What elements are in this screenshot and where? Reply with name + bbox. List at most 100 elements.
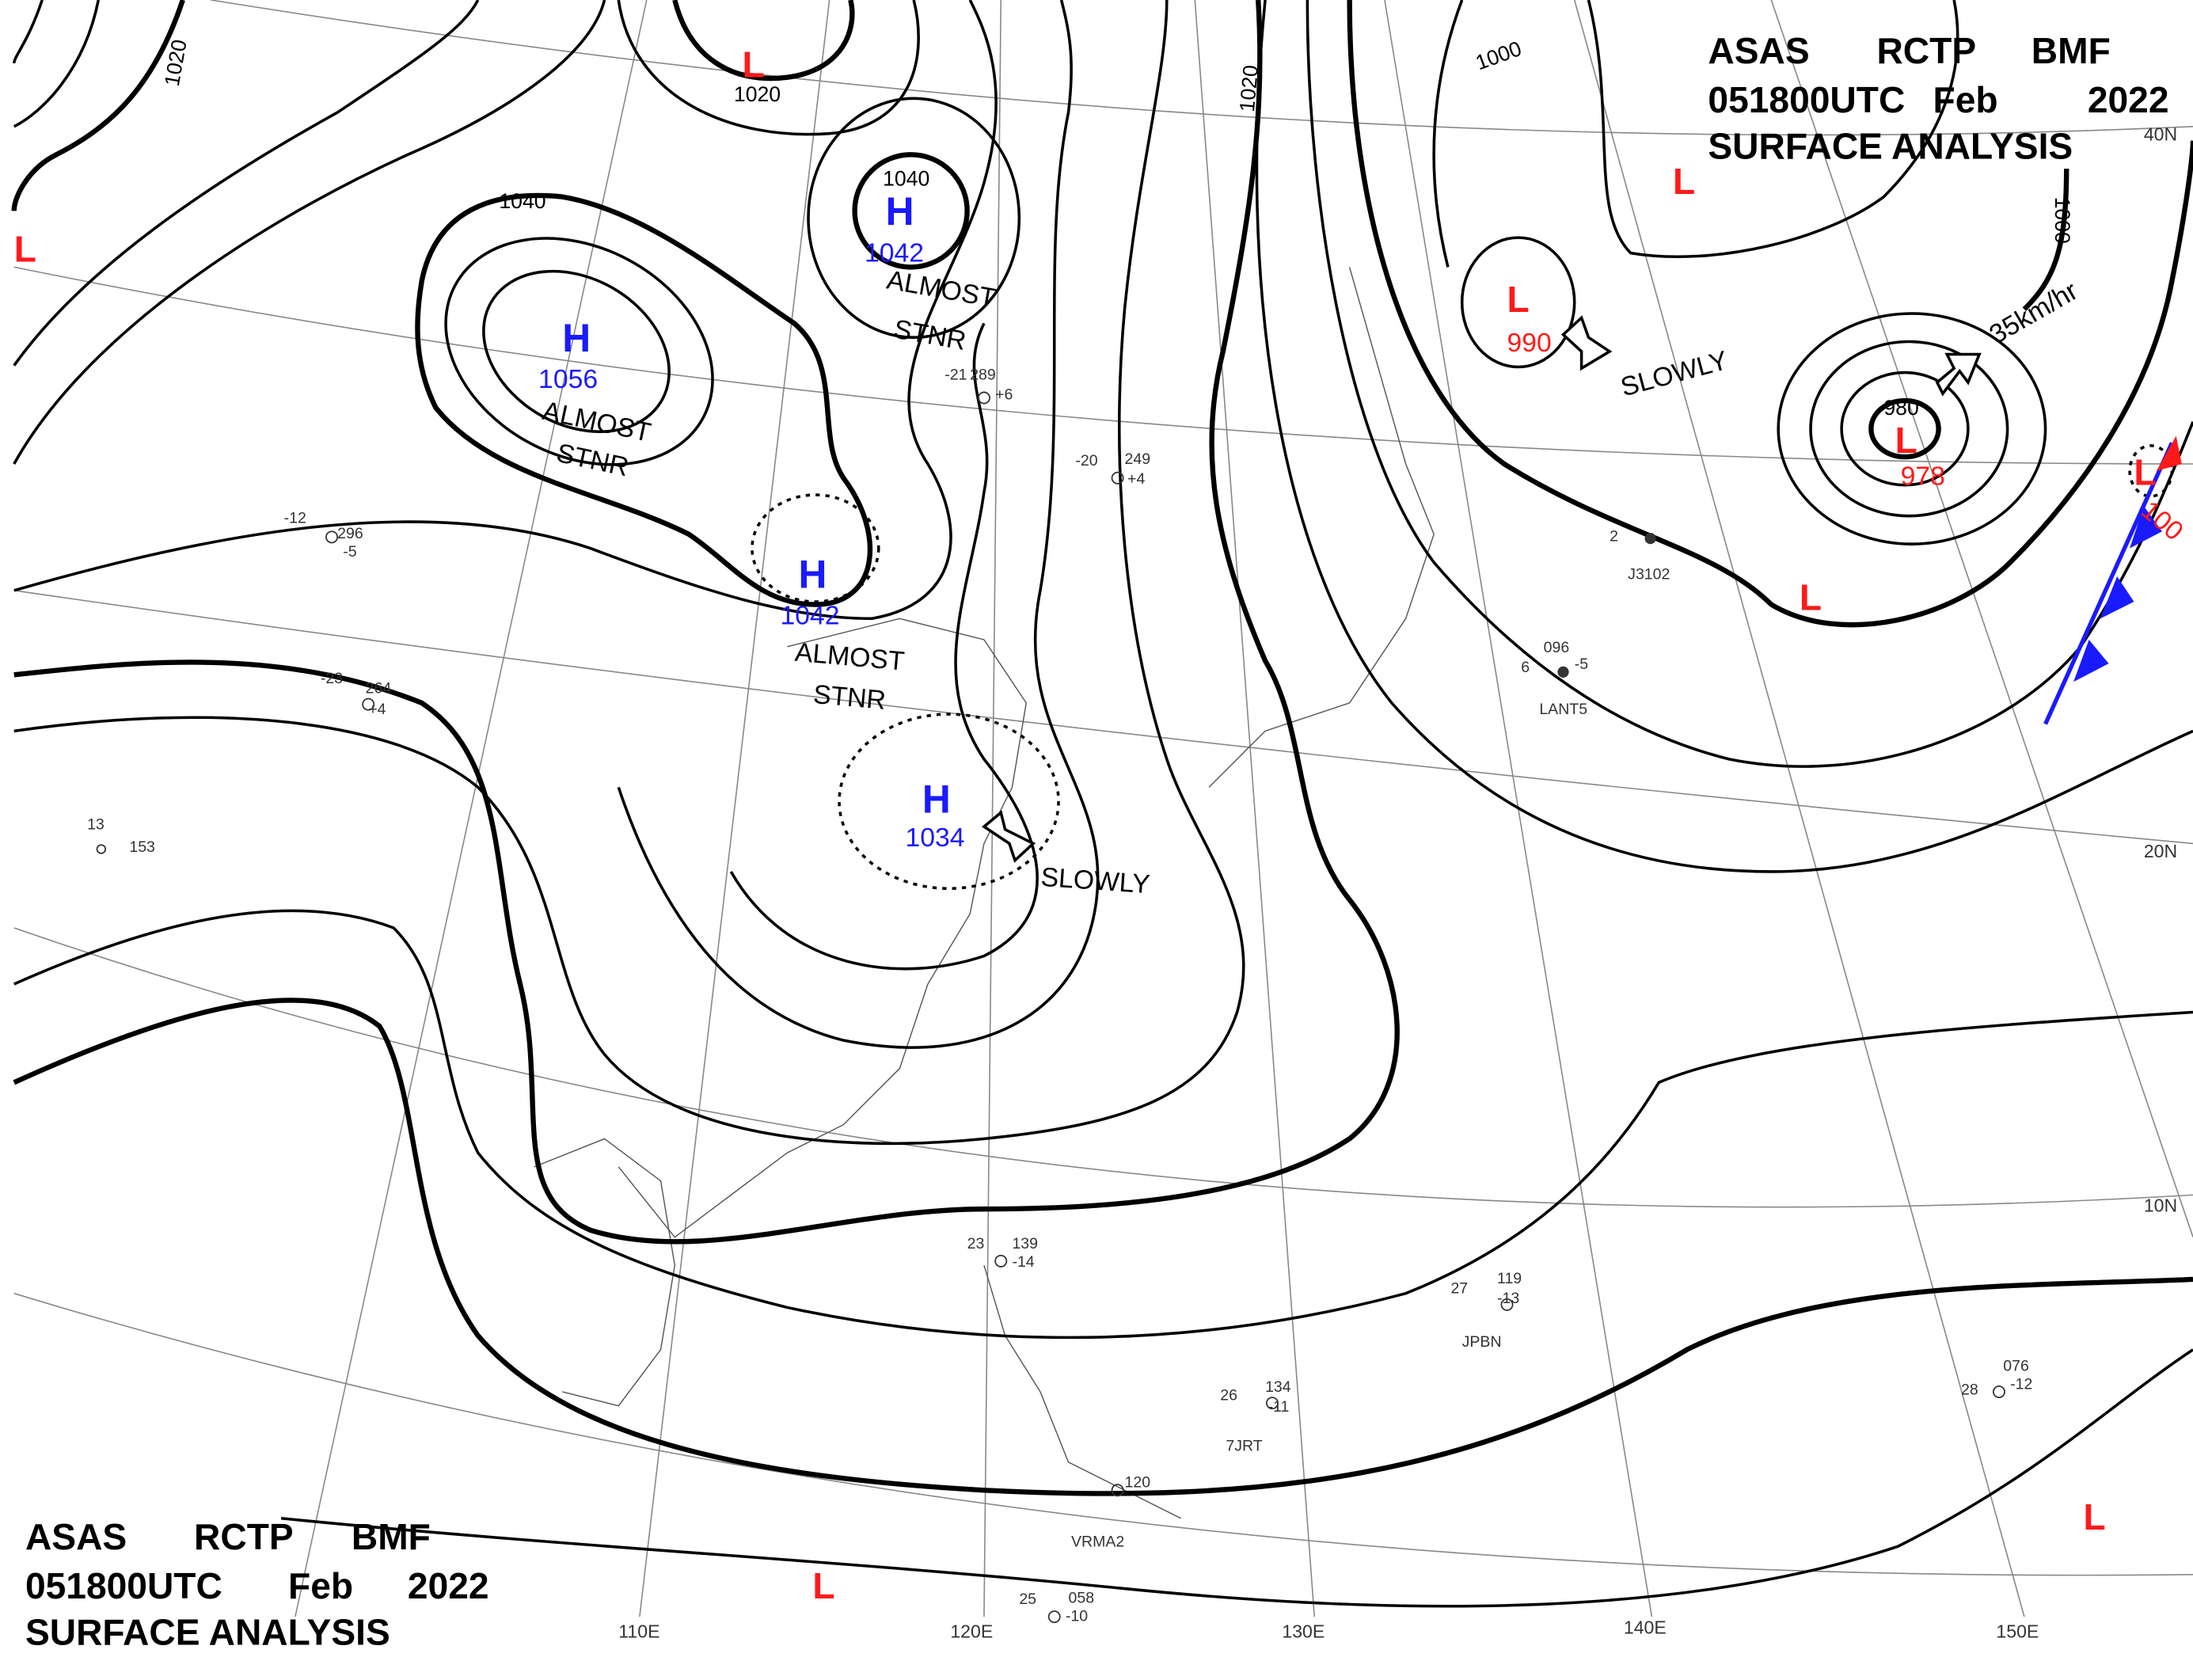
low-symbol: L xyxy=(14,228,36,269)
station: 6 096 -5 LANT5 xyxy=(1521,639,1588,718)
isobar xyxy=(13,998,2193,1496)
station: 26 134 -11 7JRT xyxy=(1220,1378,1291,1455)
latitude-label: 40N xyxy=(2144,124,2177,145)
station: 2 J3102 xyxy=(1610,528,1670,583)
isobar xyxy=(13,0,1400,1245)
header-text: 051800UTC xyxy=(1708,79,1905,120)
isobar xyxy=(1306,0,2193,768)
isobar-label: 1040 xyxy=(499,189,545,213)
station-tendency: -5 xyxy=(343,543,356,561)
station-tendency: +4 xyxy=(1127,470,1145,488)
isobar xyxy=(672,0,855,82)
parallel xyxy=(13,266,2193,465)
isobar-label: 1040 xyxy=(883,166,929,190)
isobar-label: 980 xyxy=(1883,396,1918,420)
isobar xyxy=(1840,371,1970,487)
header-text: BMF xyxy=(2031,30,2111,71)
station-tendency: +4 xyxy=(368,701,386,718)
header-bottom: ASAS RCTP BMF 051800UTC Feb 2022 SURFACE… xyxy=(25,1516,489,1653)
station-marker xyxy=(1992,1385,2005,1398)
station: -20 249 +4 xyxy=(1075,450,1150,488)
station-id: JPBN xyxy=(1462,1333,1502,1351)
high-symbol: H xyxy=(922,777,951,821)
high-symbol: H xyxy=(799,552,827,596)
isobar xyxy=(1255,0,2193,873)
isobar xyxy=(13,0,101,128)
station-marker xyxy=(977,391,990,405)
station-marker xyxy=(994,1254,1008,1268)
header-text: SURFACE ANALYSIS xyxy=(1708,126,2073,167)
arrow xyxy=(1935,352,1982,397)
station-id: VRMA2 xyxy=(1071,1533,1124,1550)
station-marker xyxy=(1111,471,1124,485)
isobar xyxy=(13,909,2193,1340)
isobar xyxy=(482,269,671,433)
high-value: 1034 xyxy=(906,823,965,853)
meridian xyxy=(1770,0,2193,1237)
station: 13 153 xyxy=(87,816,155,856)
isobar xyxy=(13,0,1245,1146)
header-text: RCTP xyxy=(1876,30,1976,71)
station: -12 296 -5 xyxy=(284,510,363,561)
station-pressure: 096 xyxy=(1544,639,1570,656)
low-symbol: L xyxy=(1800,577,1822,618)
station-temp: 23 xyxy=(967,1235,985,1252)
front-warm xyxy=(2156,435,2182,471)
high-value: 1042 xyxy=(780,600,839,630)
low-symbol: L xyxy=(1507,279,1529,320)
isobar xyxy=(444,237,714,466)
high-value: 1056 xyxy=(538,364,598,394)
station: -23 264 +4 xyxy=(321,670,392,718)
station-tendency: -5 xyxy=(1575,656,1588,673)
station-tendency: +6 xyxy=(995,386,1013,403)
station-marker xyxy=(1557,666,1569,678)
low-value: 978 xyxy=(1901,462,1945,492)
isobar xyxy=(1587,0,1959,258)
station-marker xyxy=(96,844,107,854)
parallel xyxy=(211,0,2193,136)
isobar xyxy=(13,0,606,465)
station-marker xyxy=(1047,1610,1061,1624)
station: 28 076 -12 xyxy=(1961,1357,2032,1398)
station-marker xyxy=(1500,1298,1514,1311)
station-marker xyxy=(1644,533,1656,545)
isobar xyxy=(1809,340,2009,518)
station-marker xyxy=(362,697,375,711)
station-temp: 25 xyxy=(1019,1591,1036,1608)
station-temp: 28 xyxy=(1961,1382,1978,1399)
front-line xyxy=(2043,442,2174,725)
station-pressure: 058 xyxy=(1068,1589,1094,1606)
isobar-label: 1000 xyxy=(2050,197,2074,244)
high-symbol: H xyxy=(562,316,591,360)
station-pressure: 119 xyxy=(1497,1270,1522,1287)
isobar xyxy=(12,0,44,64)
station: 27 119 -13 JPBN xyxy=(1450,1270,1522,1351)
arrow xyxy=(1560,315,1613,371)
grid-labels: 40N 20N 10N 110E 120E 130E 140E 150E xyxy=(618,124,2177,1642)
low-symbol: L xyxy=(1673,161,1695,202)
latitude-label: 10N xyxy=(2144,1195,2177,1216)
station-pressure: 264 xyxy=(366,679,392,697)
isobar-label: 1020 xyxy=(734,82,781,106)
station-temp: 13 xyxy=(87,816,105,834)
isobar xyxy=(1347,0,2193,628)
station-temp: -21 xyxy=(944,366,967,383)
station-pressure: 289 xyxy=(970,366,996,383)
isobar xyxy=(415,192,873,607)
header-text: 2022 xyxy=(408,1565,489,1606)
station-tendency: -12 xyxy=(2010,1375,2032,1393)
station-tendency: -14 xyxy=(1012,1253,1034,1271)
header-text: ASAS xyxy=(1708,30,1809,71)
station-temp: -20 xyxy=(1075,452,1097,469)
low-symbol: L xyxy=(2134,452,2156,493)
station-pressure: 120 xyxy=(1125,1474,1151,1492)
header-text: 2022 xyxy=(2088,79,2169,120)
isobar-dotted xyxy=(751,493,880,603)
station-pressure: 249 xyxy=(1125,450,1151,468)
station-pressure: 134 xyxy=(1265,1378,1291,1396)
parallel xyxy=(13,590,2193,845)
station-tendency: -13 xyxy=(1497,1290,1519,1307)
isobar xyxy=(1868,397,1941,460)
low-symbol: L xyxy=(812,1565,834,1606)
